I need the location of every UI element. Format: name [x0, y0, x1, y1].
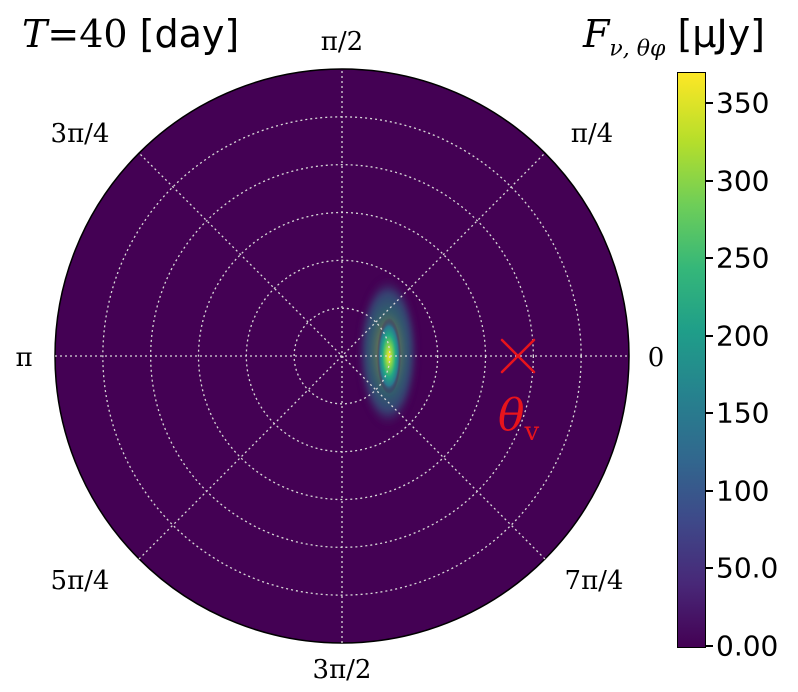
- colorbar-tick: [705, 102, 713, 105]
- angle-label-pi-2: π/2: [320, 27, 364, 57]
- colorbar: [677, 72, 706, 648]
- observer-marker: [500, 338, 536, 374]
- emission-heatmap: [358, 276, 418, 428]
- colorbar-tick-label: 300: [716, 164, 770, 198]
- angle-label-7pi-4: 7π/4: [564, 566, 624, 596]
- angle-label-3pi-4: 3π/4: [50, 119, 110, 149]
- title-unit: [day]: [139, 12, 240, 56]
- polar-gridlines: [55, 69, 629, 643]
- colorbar-tick: [705, 257, 713, 260]
- colorbar-tick-label: 150: [716, 396, 770, 430]
- angle-label-5pi-4: 5π/4: [50, 566, 110, 596]
- title-value: 40: [79, 12, 128, 56]
- angular-gridline: [138, 152, 546, 560]
- colorbar-tick-label: 250: [716, 241, 770, 275]
- angle-label-pi: π: [15, 343, 33, 373]
- colorbar-tick: [705, 645, 713, 647]
- colorbar-unit: [μJy]: [677, 12, 766, 56]
- colorbar-tick: [705, 179, 713, 182]
- angle-label-0: 0: [647, 343, 665, 373]
- angle-label-pi-4: π/4: [570, 119, 614, 149]
- colorbar-tick-label: 100: [716, 474, 770, 508]
- colorbar-tick-label: 50.0: [716, 551, 779, 585]
- colorbar-tick: [705, 412, 713, 415]
- colorbar-tick-label: 0.00: [716, 629, 779, 663]
- observer-label: θv: [498, 390, 540, 447]
- colorbar-label: Fν, θφ [μJy]: [583, 12, 766, 62]
- emission-core: [377, 318, 401, 394]
- title-equals: =: [47, 12, 80, 56]
- angle-label-3pi-2: 3π/2: [312, 655, 372, 685]
- colorbar-tick-label: 200: [716, 319, 770, 353]
- plot-title: T=40 [day]: [22, 12, 239, 56]
- colorbar-tick-label: 350: [716, 86, 770, 120]
- colorbar-tick: [705, 334, 713, 337]
- colorbar-tick: [705, 567, 713, 570]
- radial-gridline: [293, 307, 391, 405]
- colorbar-tick: [705, 489, 713, 492]
- title-variable: T: [22, 12, 48, 56]
